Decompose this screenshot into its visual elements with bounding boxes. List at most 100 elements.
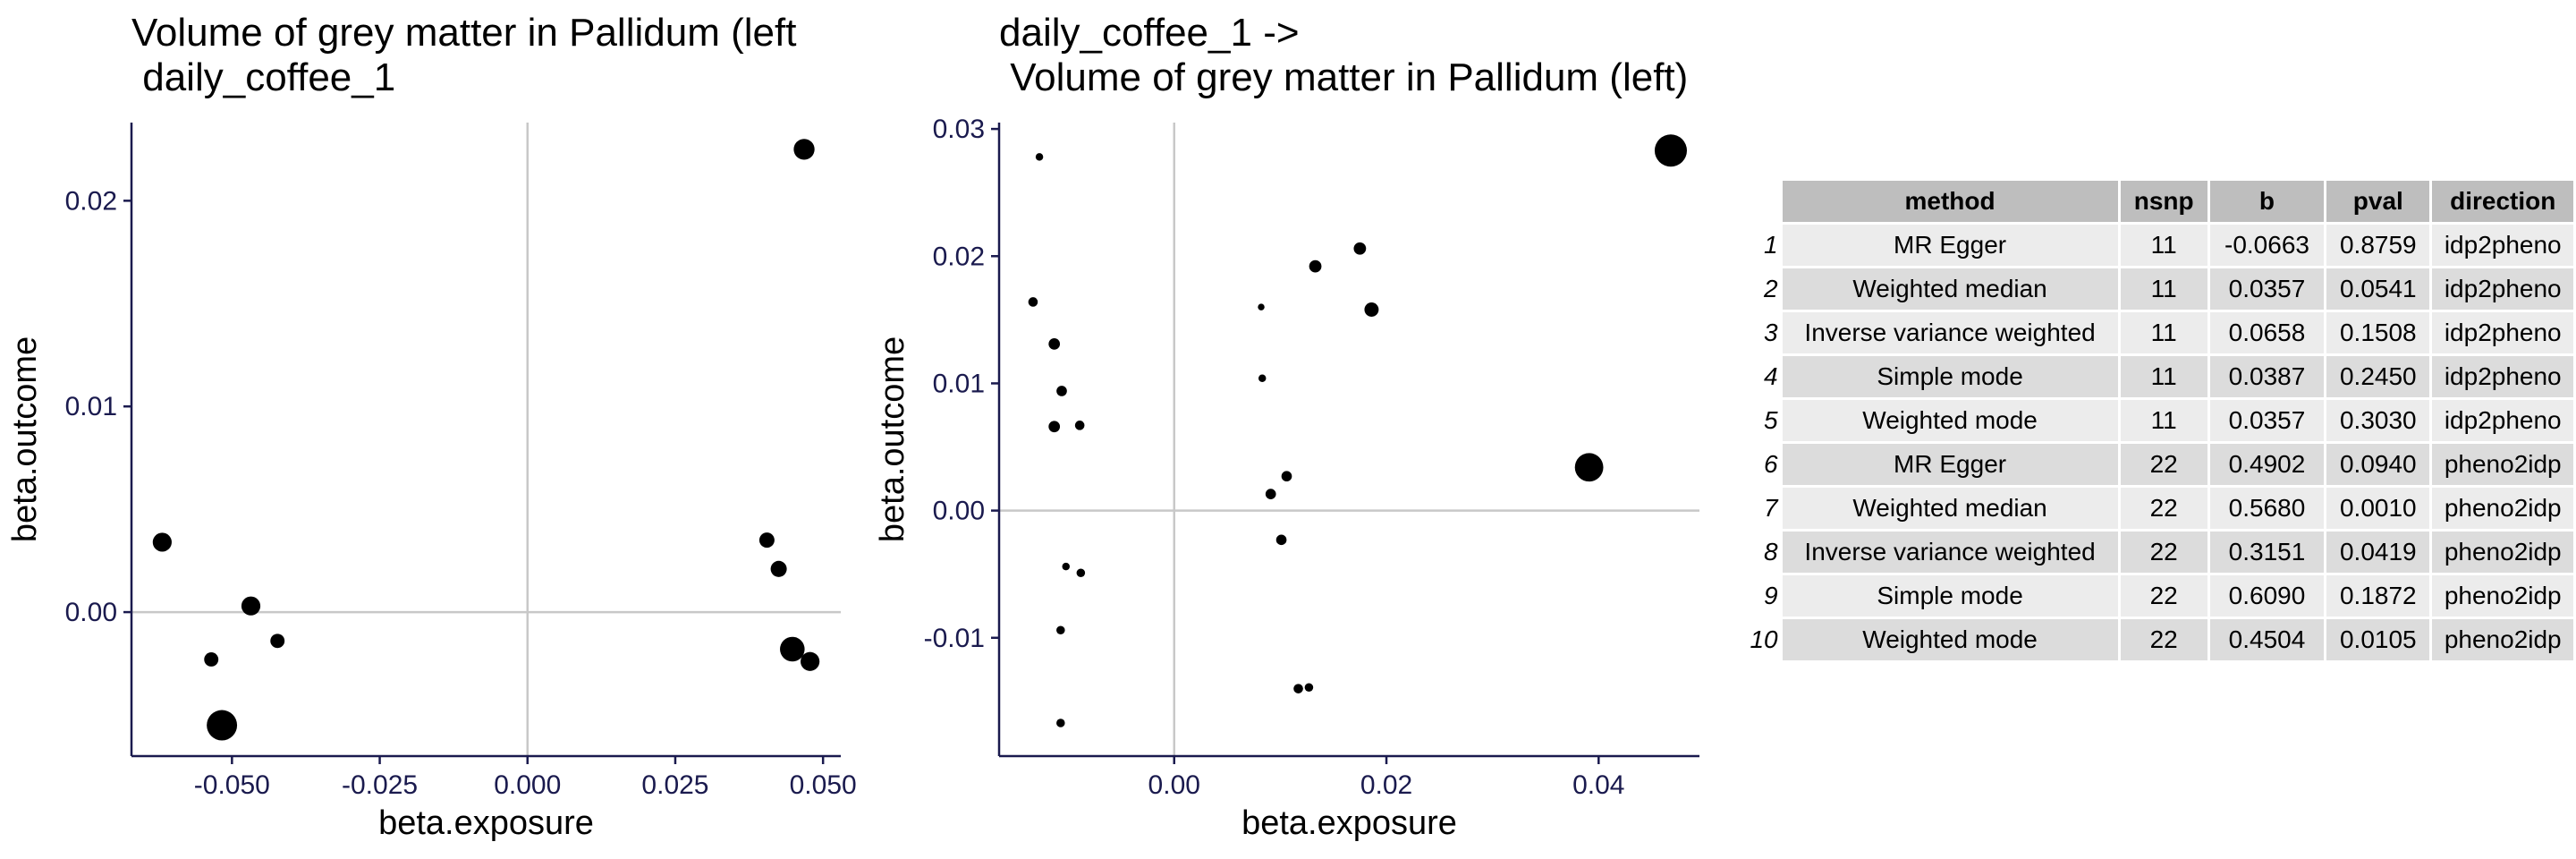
table-cell-b: 0.6090 (2209, 575, 2325, 617)
y-axis-label: beta.outcome (874, 336, 911, 542)
table-row: 2 Weighted median 11 0.0357 0.0541 idp2pheno (1742, 268, 2573, 310)
scatter-panel-middle: daily_coffee_1 -> Volume of grey matter … (859, 0, 1717, 859)
table-cell-pval: 0.3030 (2326, 400, 2430, 441)
y-tick-label: 0.01 (933, 369, 985, 398)
table-cell-b: 0.0658 (2209, 312, 2325, 353)
table-cell-direction: idp2pheno (2432, 400, 2573, 441)
table-cell-direction: pheno2idp (2432, 444, 2573, 485)
data-point (204, 652, 219, 667)
table-cell-method: Weighted median (1782, 268, 2118, 310)
data-point (1304, 683, 1314, 692)
table-cell-method: Weighted median (1782, 488, 2118, 529)
table-cell-pval: 0.1508 (2326, 312, 2430, 353)
table-cell-method: Simple mode (1782, 356, 2118, 397)
table-cell-nsnp: 11 (2120, 312, 2207, 353)
table-row: 3 Inverse variance weighted 11 0.0658 0.1508… (1742, 312, 2573, 353)
data-point (1076, 568, 1086, 578)
scatter-panel-left: Volume of grey matter in Pallidum (left … (0, 0, 859, 859)
table-cell-direction: idp2pheno (2432, 268, 2573, 310)
table-cell-nsnp: 11 (2120, 400, 2207, 441)
y-axis-label: beta.outcome (6, 336, 44, 542)
table-cell-direction: idp2pheno (2432, 312, 2573, 353)
table-cell-b: 0.0357 (2209, 400, 2325, 441)
table-cell-nsnp: 11 (2120, 225, 2207, 266)
column-header: b (2209, 181, 2325, 222)
x-tick-label: 0.02 (1360, 770, 1412, 800)
y-tick-label: 0.00 (933, 497, 985, 526)
table-cell-b: 0.5680 (2209, 488, 2325, 529)
data-point (1275, 534, 1287, 546)
x-tick-label: -0.025 (342, 770, 418, 800)
data-point (270, 634, 285, 649)
x-tick-label: 0.04 (1572, 770, 1624, 800)
table-cell-method: Simple mode (1782, 575, 2118, 617)
table-row: 9 Simple mode 22 0.6090 0.1872 pheno2idp (1742, 575, 2573, 617)
table-cell-direction: idp2pheno (2432, 225, 2573, 266)
row-index: 9 (1764, 582, 1778, 609)
data-point (1028, 297, 1038, 307)
row-index: 3 (1764, 319, 1778, 346)
table-row: 1 MR Egger 11 -0.0663 0.8759 idp2pheno (1742, 225, 2573, 266)
x-axis-label: beta.exposure (378, 804, 594, 842)
data-point (1062, 562, 1070, 571)
table-cell-nsnp: 22 (2120, 619, 2207, 660)
table-cell-pval: 0.0010 (2326, 488, 2430, 529)
table-cell-method: Inverse variance weighted (1782, 312, 2118, 353)
table-cell-pval: 0.0541 (2326, 268, 2430, 310)
table-cell-direction: pheno2idp (2432, 575, 2573, 617)
x-axis-label: beta.exposure (1241, 804, 1457, 842)
data-point (1574, 453, 1604, 482)
table-cell-b: -0.0663 (2209, 225, 2325, 266)
row-index: 8 (1764, 538, 1778, 566)
table-row: 10 Weighted mode 22 0.4504 0.0105 pheno2idp (1742, 619, 2573, 660)
table-cell-nsnp: 22 (2120, 444, 2207, 485)
table-header-row: method nsnp b pval direction (1742, 181, 2573, 222)
data-point (780, 636, 805, 662)
y-tick-label: 0.02 (933, 242, 985, 271)
table-cell-b: 0.4902 (2209, 444, 2325, 485)
data-point (801, 651, 820, 671)
mr-results-table-container: method nsnp b pval direction 1 MR Egger 11… (1740, 178, 2576, 663)
table-cell-b: 0.4504 (2209, 619, 2325, 660)
table-cell-b: 0.0357 (2209, 268, 2325, 310)
table-cell-b: 0.0387 (2209, 356, 2325, 397)
table-cell-pval: 0.0940 (2326, 444, 2430, 485)
table-cell-pval: 0.0105 (2326, 619, 2430, 660)
chart-title: daily_coffee_1 -> Volume of grey matter … (999, 11, 1689, 99)
table-row: 4 Simple mode 11 0.0387 0.2450 idp2pheno (1742, 356, 2573, 397)
data-point (770, 560, 787, 577)
y-tick-label: 0.00 (65, 598, 117, 627)
table-cell-nsnp: 22 (2120, 488, 2207, 529)
table-row: 8 Inverse variance weighted 22 0.3151 0.0419… (1742, 532, 2573, 573)
x-tick-label: 0.000 (494, 770, 561, 800)
table-row: 7 Weighted median 22 0.5680 0.0010 pheno2idp (1742, 488, 2573, 529)
table-cell-nsnp: 11 (2120, 356, 2207, 397)
x-tick-label: 0.025 (641, 770, 708, 800)
row-index: 10 (1750, 625, 1778, 653)
table-cell-nsnp: 22 (2120, 575, 2207, 617)
data-point (793, 139, 815, 160)
data-point (1035, 153, 1044, 161)
y-tick-label: 0.03 (933, 115, 985, 144)
data-point (1353, 242, 1367, 255)
table-cell-nsnp: 11 (2120, 268, 2207, 310)
column-header: method (1782, 181, 2118, 222)
table-cell-b: 0.3151 (2209, 532, 2325, 573)
data-point (241, 596, 261, 616)
data-point (1281, 471, 1292, 482)
row-index: 5 (1764, 406, 1778, 434)
row-index: 4 (1764, 362, 1778, 390)
data-point (1309, 259, 1322, 273)
data-point (1265, 489, 1276, 499)
chart-title: Volume of grey matter in Pallidum (left … (131, 11, 797, 99)
data-point (1258, 303, 1265, 310)
data-point (1056, 719, 1065, 727)
x-tick-label: 0.050 (790, 770, 857, 800)
data-point (1293, 684, 1303, 693)
table-cell-pval: 0.8759 (2326, 225, 2430, 266)
table-cell-pval: 0.2450 (2326, 356, 2430, 397)
table-cell-pval: 0.0419 (2326, 532, 2430, 573)
column-header: direction (2432, 181, 2573, 222)
table-cell-method: Weighted mode (1782, 400, 2118, 441)
x-tick-label: 0.00 (1148, 770, 1200, 800)
